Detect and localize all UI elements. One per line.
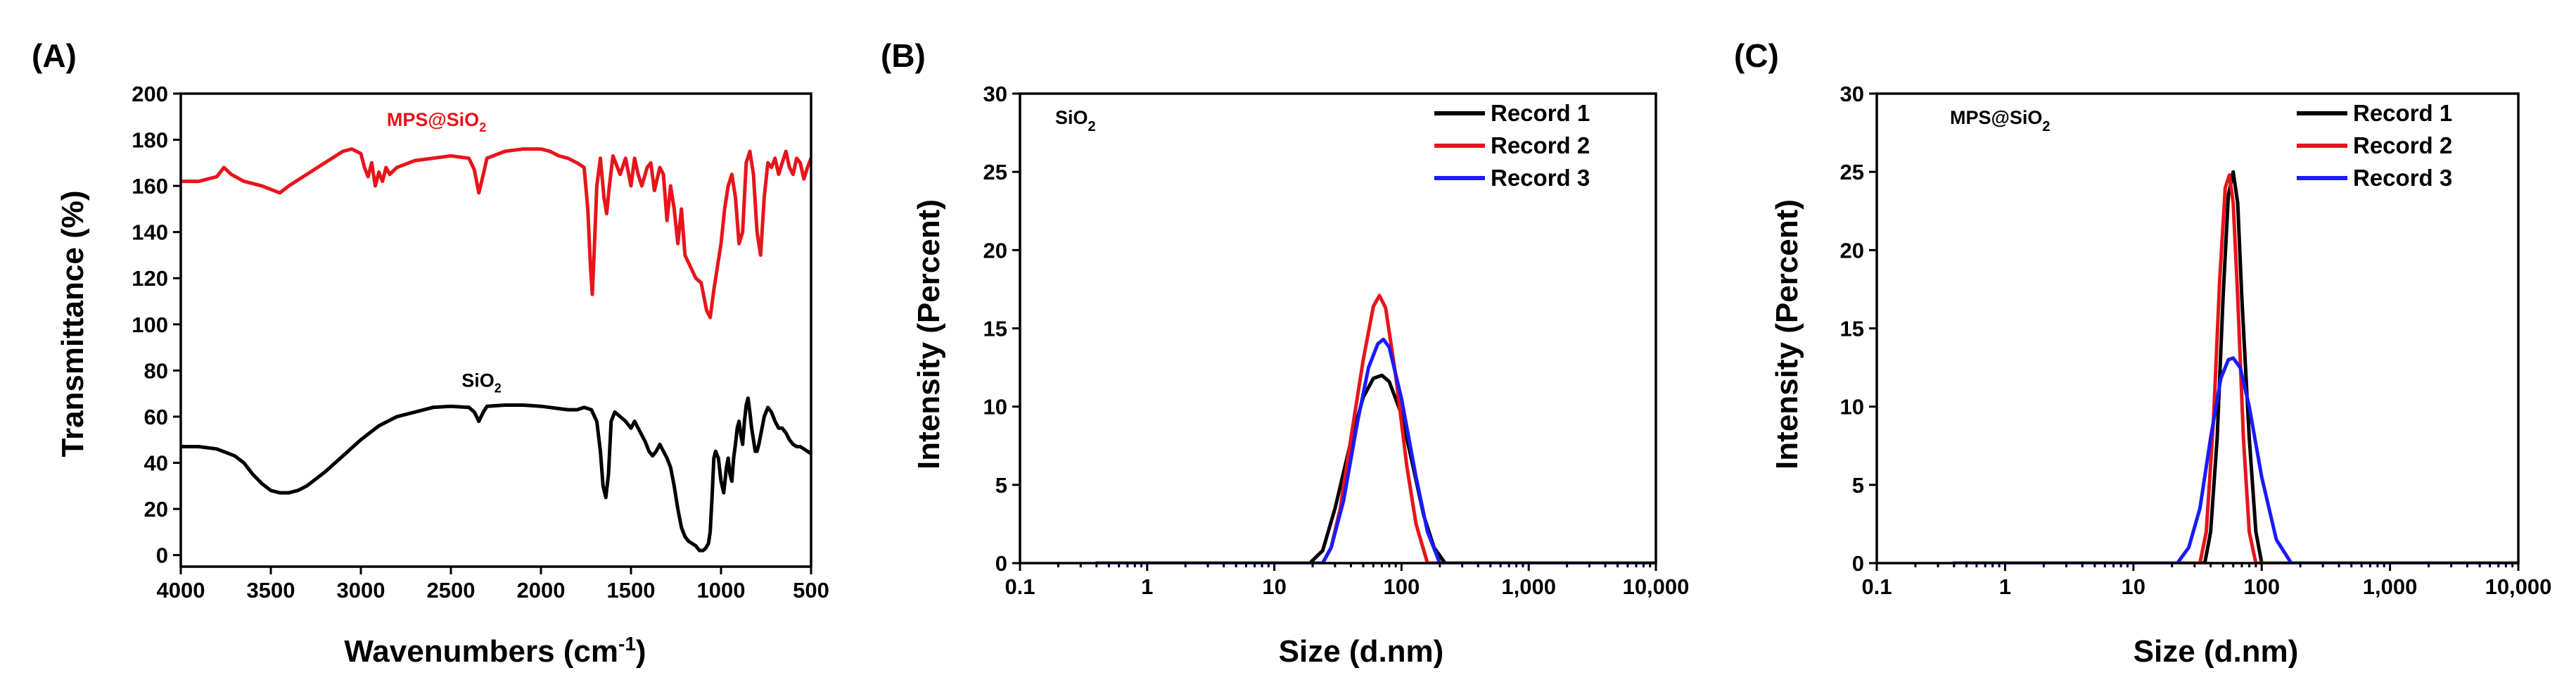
panel-c-axis-title-y: Intensity (Percent) — [1770, 199, 1804, 469]
panel-c-legend-label: Record 2 — [2353, 132, 2452, 158]
panel-a-xtick-label: 1000 — [697, 578, 746, 603]
panel-a-ytick-label: 120 — [132, 266, 168, 291]
panel-b-xtick-label: 0.1 — [1005, 574, 1035, 599]
panel-a-ytick-label: 200 — [132, 82, 168, 106]
panel-b-sample-sub: 2 — [1088, 119, 1096, 134]
panel-a-ytick-label: 160 — [132, 174, 168, 198]
panel-c-label: (C) — [1734, 37, 1779, 74]
panel-c-legend-label: Record 1 — [2353, 100, 2452, 126]
panel-a-ylabel: Transmittance (%) — [56, 191, 90, 458]
panel-a-series-mps-sio2 — [181, 147, 811, 320]
panel-b-ytick-label: 0 — [995, 551, 1007, 576]
panel-a-axis-title-y: Transmittance (%) — [56, 191, 90, 458]
panel-a-xlabel-close: ) — [636, 634, 646, 669]
panel-c-legend-label: Record 3 — [2353, 165, 2452, 191]
panel-c-ytick-label: 5 — [1852, 473, 1864, 498]
panel-a-xlabel: Wavenumbers (cm-1) — [344, 633, 646, 669]
panel-a-xtick-label: 500 — [793, 578, 829, 603]
panel-c-sample-label: MPS@SiO2 — [1950, 107, 2050, 134]
panel-c-sample-main: MPS@SiO — [1950, 107, 2042, 128]
panel-b-ylabel: Intensity (Percent) — [912, 199, 946, 469]
panel-b-ytick-label: 30 — [983, 82, 1007, 106]
panel-a-annotation: MPS@SiO2 — [387, 109, 486, 134]
panel-a-xlabel-sup: -1 — [618, 633, 636, 655]
panel-a-xlabel-main: Wavenumbers (cm — [344, 634, 618, 669]
panel-c-xtick-label: 10 — [2122, 574, 2145, 599]
panel-c: (C) Intensity (Percent) Size (d.nm) MPS@… — [1734, 37, 2551, 669]
panel-a-ytick-label: 180 — [132, 128, 168, 153]
panel-b-ytick-label: 25 — [983, 160, 1007, 184]
panel-c-ytick-label: 0 — [1852, 551, 1864, 576]
panel-b-plot-area: 0.1 1 10 100 1,000 10,000 0 5 10 15 20 25 30 Record 1… — [983, 82, 1690, 599]
panel-b-series-record-1 — [1095, 373, 1656, 563]
panel-b-xtick-label: 100 — [1384, 574, 1420, 599]
panel-c-ytick-label: 15 — [1840, 317, 1864, 341]
panel-a-xtick-label: 1500 — [607, 578, 656, 603]
panel-b-xtick-label: 10 — [1262, 574, 1286, 599]
panel-c-series-record-2 — [1952, 173, 2518, 563]
panel-c-xtick-label: 100 — [2243, 574, 2280, 599]
panel-a-xtick-label: 3500 — [247, 578, 295, 603]
panel-c-xtick-label: 1,000 — [2363, 574, 2418, 599]
panel-c-xtick-label: 0.1 — [1861, 574, 1892, 599]
panel-a-annotation: SiO2 — [461, 370, 502, 395]
panel-a-xtick-label: 2500 — [427, 578, 476, 603]
panel-b-sample-main: SiO — [1055, 107, 1088, 128]
panel-a-ytick-label: 0 — [156, 543, 168, 568]
panel-a-label: (A) — [32, 37, 77, 74]
panel-b-ytick-label: 5 — [995, 473, 1007, 498]
panel-c-xtick-label: 1 — [1999, 574, 2011, 599]
panel-b-ytick-label: 20 — [983, 238, 1007, 263]
panel-c-sample-sub: 2 — [2042, 119, 2050, 134]
panel-b-xtick-label: 1,000 — [1501, 574, 1556, 599]
panel-b-xlabel: Size (d.nm) — [1279, 634, 1444, 669]
panel-b-label: (B) — [881, 37, 926, 74]
panel-b-ytick-label: 10 — [983, 395, 1007, 420]
panel-b-sample-label: SiO2 — [1055, 107, 1096, 134]
panel-a-xtick-label: 2000 — [517, 578, 566, 603]
panel-a-ytick-label: 80 — [144, 358, 168, 383]
panel-c-series-record-3 — [1952, 356, 2518, 563]
panel-a-xtick-label: 4000 — [157, 578, 205, 603]
panel-a-axes-frame — [179, 92, 812, 568]
panel-b-legend-label: Record 1 — [1491, 100, 1590, 126]
panel-a-ytick-label: 100 — [132, 313, 168, 337]
panel-c-ytick-label: 20 — [1840, 238, 1864, 263]
panel-c-ytick-label: 30 — [1840, 82, 1864, 106]
panel-b-series-record-2 — [1095, 294, 1656, 563]
panel-b-series-record-3 — [1095, 337, 1656, 563]
panel-b-legend-label: Record 3 — [1491, 165, 1590, 191]
panel-b: (B) Intensity (Percent) Size (d.nm) SiO2… — [881, 37, 1689, 669]
panel-a-series-sio2 — [181, 396, 811, 553]
panel-a-ytick-label: 60 — [144, 405, 168, 429]
panel-a-ytick-label: 40 — [144, 450, 168, 475]
panel-c-ytick-label: 10 — [1840, 395, 1864, 420]
panel-b-axis-title-y: Intensity (Percent) — [912, 199, 946, 469]
panel-a-plot-area: 4000 3500 3000 2500 2000 1500 1000 500 0 20 40 60 80… — [132, 82, 829, 603]
panel-a: (A) Transmittance (%) Wavenumbers (cm-1)… — [32, 37, 829, 669]
panel-a-ytick-label: 20 — [144, 497, 168, 522]
panel-c-series-record-1 — [1952, 170, 2518, 563]
panel-b-xtick-label: 1 — [1141, 574, 1153, 599]
panel-b-xtick-label: 10,000 — [1623, 574, 1690, 599]
panel-b-legend-label: Record 2 — [1491, 132, 1590, 158]
panel-b-ytick-label: 15 — [983, 317, 1007, 341]
panel-c-xlabel: Size (d.nm) — [2134, 634, 2299, 669]
panel-c-ytick-label: 25 — [1840, 160, 1864, 184]
panel-a-ytick-label: 140 — [132, 220, 168, 245]
panel-c-plot-area: 0.1 1 10 100 1,000 10,000 0 5 10 15 20 25 30 Record 1… — [1840, 82, 2552, 599]
panel-c-ylabel: Intensity (Percent) — [1770, 199, 1804, 469]
panel-c-xtick-label: 10,000 — [2485, 574, 2552, 599]
panel-a-xtick-label: 3000 — [337, 578, 385, 603]
